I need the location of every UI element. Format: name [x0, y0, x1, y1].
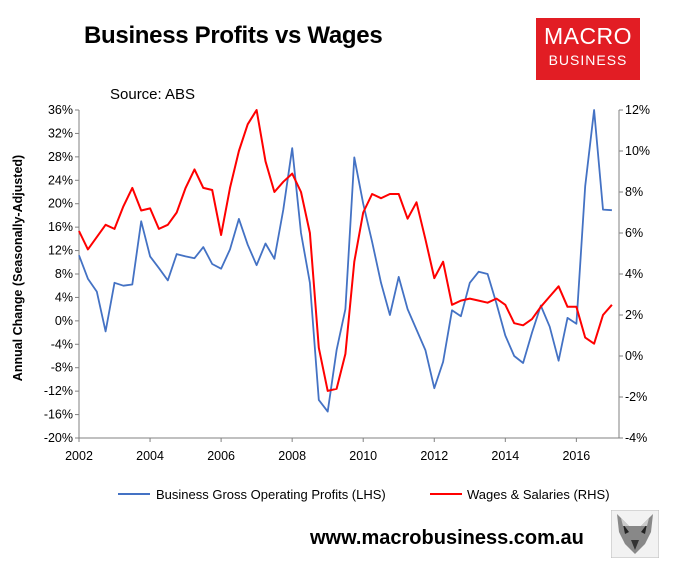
right-tick-label: -2% — [625, 390, 647, 404]
left-tick-label: 24% — [48, 173, 73, 187]
logo-line-1: MACRO — [543, 23, 633, 49]
left-tick-label: -8% — [51, 361, 73, 375]
left-tick-label: -12% — [44, 384, 73, 398]
right-tick-label: 12% — [625, 103, 650, 117]
wages-series-line — [78, 109, 613, 392]
x-tick-label: 2014 — [491, 449, 519, 463]
site-url[interactable]: www.macrobusiness.com.au — [310, 527, 584, 549]
left-tick-label: 16% — [48, 220, 73, 234]
y-axis-label: Annual Change (Seasonally-Adjusted) — [11, 155, 25, 381]
right-tick-label: 8% — [625, 185, 643, 199]
left-tick-label: 12% — [48, 244, 73, 258]
right-tick-label: -4% — [625, 431, 647, 445]
x-tick-label: 2016 — [562, 449, 590, 463]
right-tick-label: 10% — [625, 144, 650, 158]
logo-line-2: BUSINESS — [548, 52, 628, 68]
right-tick-label: 6% — [625, 226, 643, 240]
legend-wages-label: Wages & Salaries (RHS) — [467, 487, 610, 502]
x-tick-label: 2008 — [278, 449, 306, 463]
left-tick-label: -16% — [44, 408, 73, 422]
right-tick-label: 4% — [625, 267, 643, 281]
left-tick-label: -4% — [51, 337, 73, 351]
x-tick-label: 2002 — [65, 449, 93, 463]
legend-profits-label: Business Gross Operating Profits (LHS) — [156, 487, 386, 502]
macrobusiness-logo: MACRO BUSINESS — [536, 18, 640, 80]
x-tick-label: 2012 — [420, 449, 448, 463]
chart-title: Business Profits vs Wages — [84, 22, 383, 49]
right-tick-label: 2% — [625, 308, 643, 322]
x-tick-label: 2010 — [349, 449, 377, 463]
right-tick-label: 0% — [625, 349, 643, 363]
x-tick-label: 2004 — [136, 449, 164, 463]
left-tick-label: -20% — [44, 431, 73, 445]
left-tick-label: 28% — [48, 150, 73, 164]
left-tick-label: 0% — [55, 314, 73, 328]
profits-series-line — [78, 109, 612, 413]
left-tick-label: 32% — [48, 126, 73, 140]
left-tick-label: 4% — [55, 290, 73, 304]
fox-logo-icon — [610, 509, 660, 559]
x-tick-label: 2006 — [207, 449, 235, 463]
left-tick-label: 36% — [48, 103, 73, 117]
left-tick-label: 8% — [55, 267, 73, 281]
source-note: Source: ABS — [110, 86, 196, 103]
left-tick-label: 20% — [48, 197, 73, 211]
